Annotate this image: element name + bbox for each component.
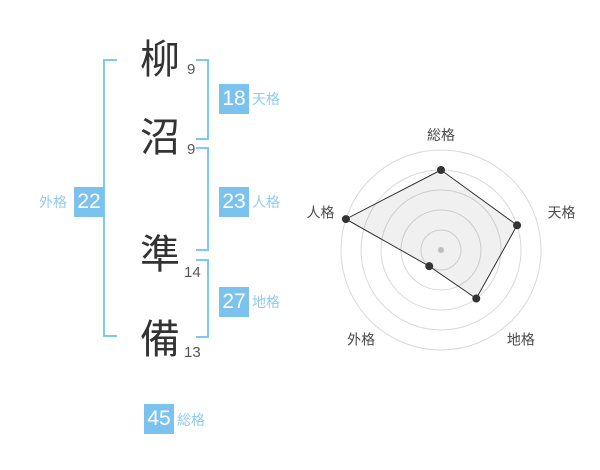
tenkaku-bracket — [196, 59, 209, 140]
radar-point-人格 — [341, 215, 350, 224]
jinkaku-label: 人格 — [252, 194, 280, 210]
gaikaku-bracket — [103, 59, 117, 337]
radar-axis-label-外格: 外格 — [347, 332, 375, 348]
chikaku-bracket — [196, 259, 209, 338]
stroke-count-3: 14 — [184, 264, 201, 281]
radar-grid-ring — [420, 229, 462, 271]
name-char-1: 柳 — [140, 38, 180, 82]
jinkaku-bracket — [196, 146, 209, 251]
jinkaku-value-box: 23 — [219, 187, 249, 217]
name-char-2: 沼 — [140, 116, 180, 160]
soukaku-value-box: 45 — [144, 404, 174, 434]
radar-grid-ring — [380, 189, 502, 311]
radar-chart: 総格天格地格 外格 人格 — [306, 115, 576, 385]
radar-axis-label-天格: 天格 — [548, 204, 576, 220]
tenkaku-value-box: 18 — [219, 84, 249, 114]
radar-point-天格 — [513, 221, 522, 230]
stroke-count-4: 13 — [184, 344, 201, 361]
chikaku-label: 地格 — [252, 294, 280, 310]
radar-data-polygon — [344, 169, 518, 300]
gaikaku-value-box: 22 — [74, 186, 104, 217]
soukaku-label: 総格 — [177, 411, 205, 428]
radar-axis-label-総格: 総格 — [427, 127, 455, 143]
radar-point-外格 — [425, 262, 434, 271]
stroke-count-1: 9 — [187, 61, 196, 78]
name-char-4: 備 — [140, 318, 180, 362]
tenkaku-label: 天格 — [252, 91, 280, 107]
radar-axis-label-地格: 地格 — [507, 332, 535, 348]
gaikaku-label: 外格 — [39, 194, 67, 210]
radar-point-総格 — [437, 166, 445, 174]
stroke-count-2: 9 — [187, 141, 196, 158]
radar-axis-label-人格: 人格 — [306, 204, 334, 220]
radar-center-dot — [438, 247, 444, 253]
radar-grid-ring — [340, 149, 542, 351]
chikaku-value-box: 27 — [219, 286, 249, 317]
radar-point-地格 — [472, 294, 481, 303]
name-char-3: 準 — [140, 233, 180, 277]
